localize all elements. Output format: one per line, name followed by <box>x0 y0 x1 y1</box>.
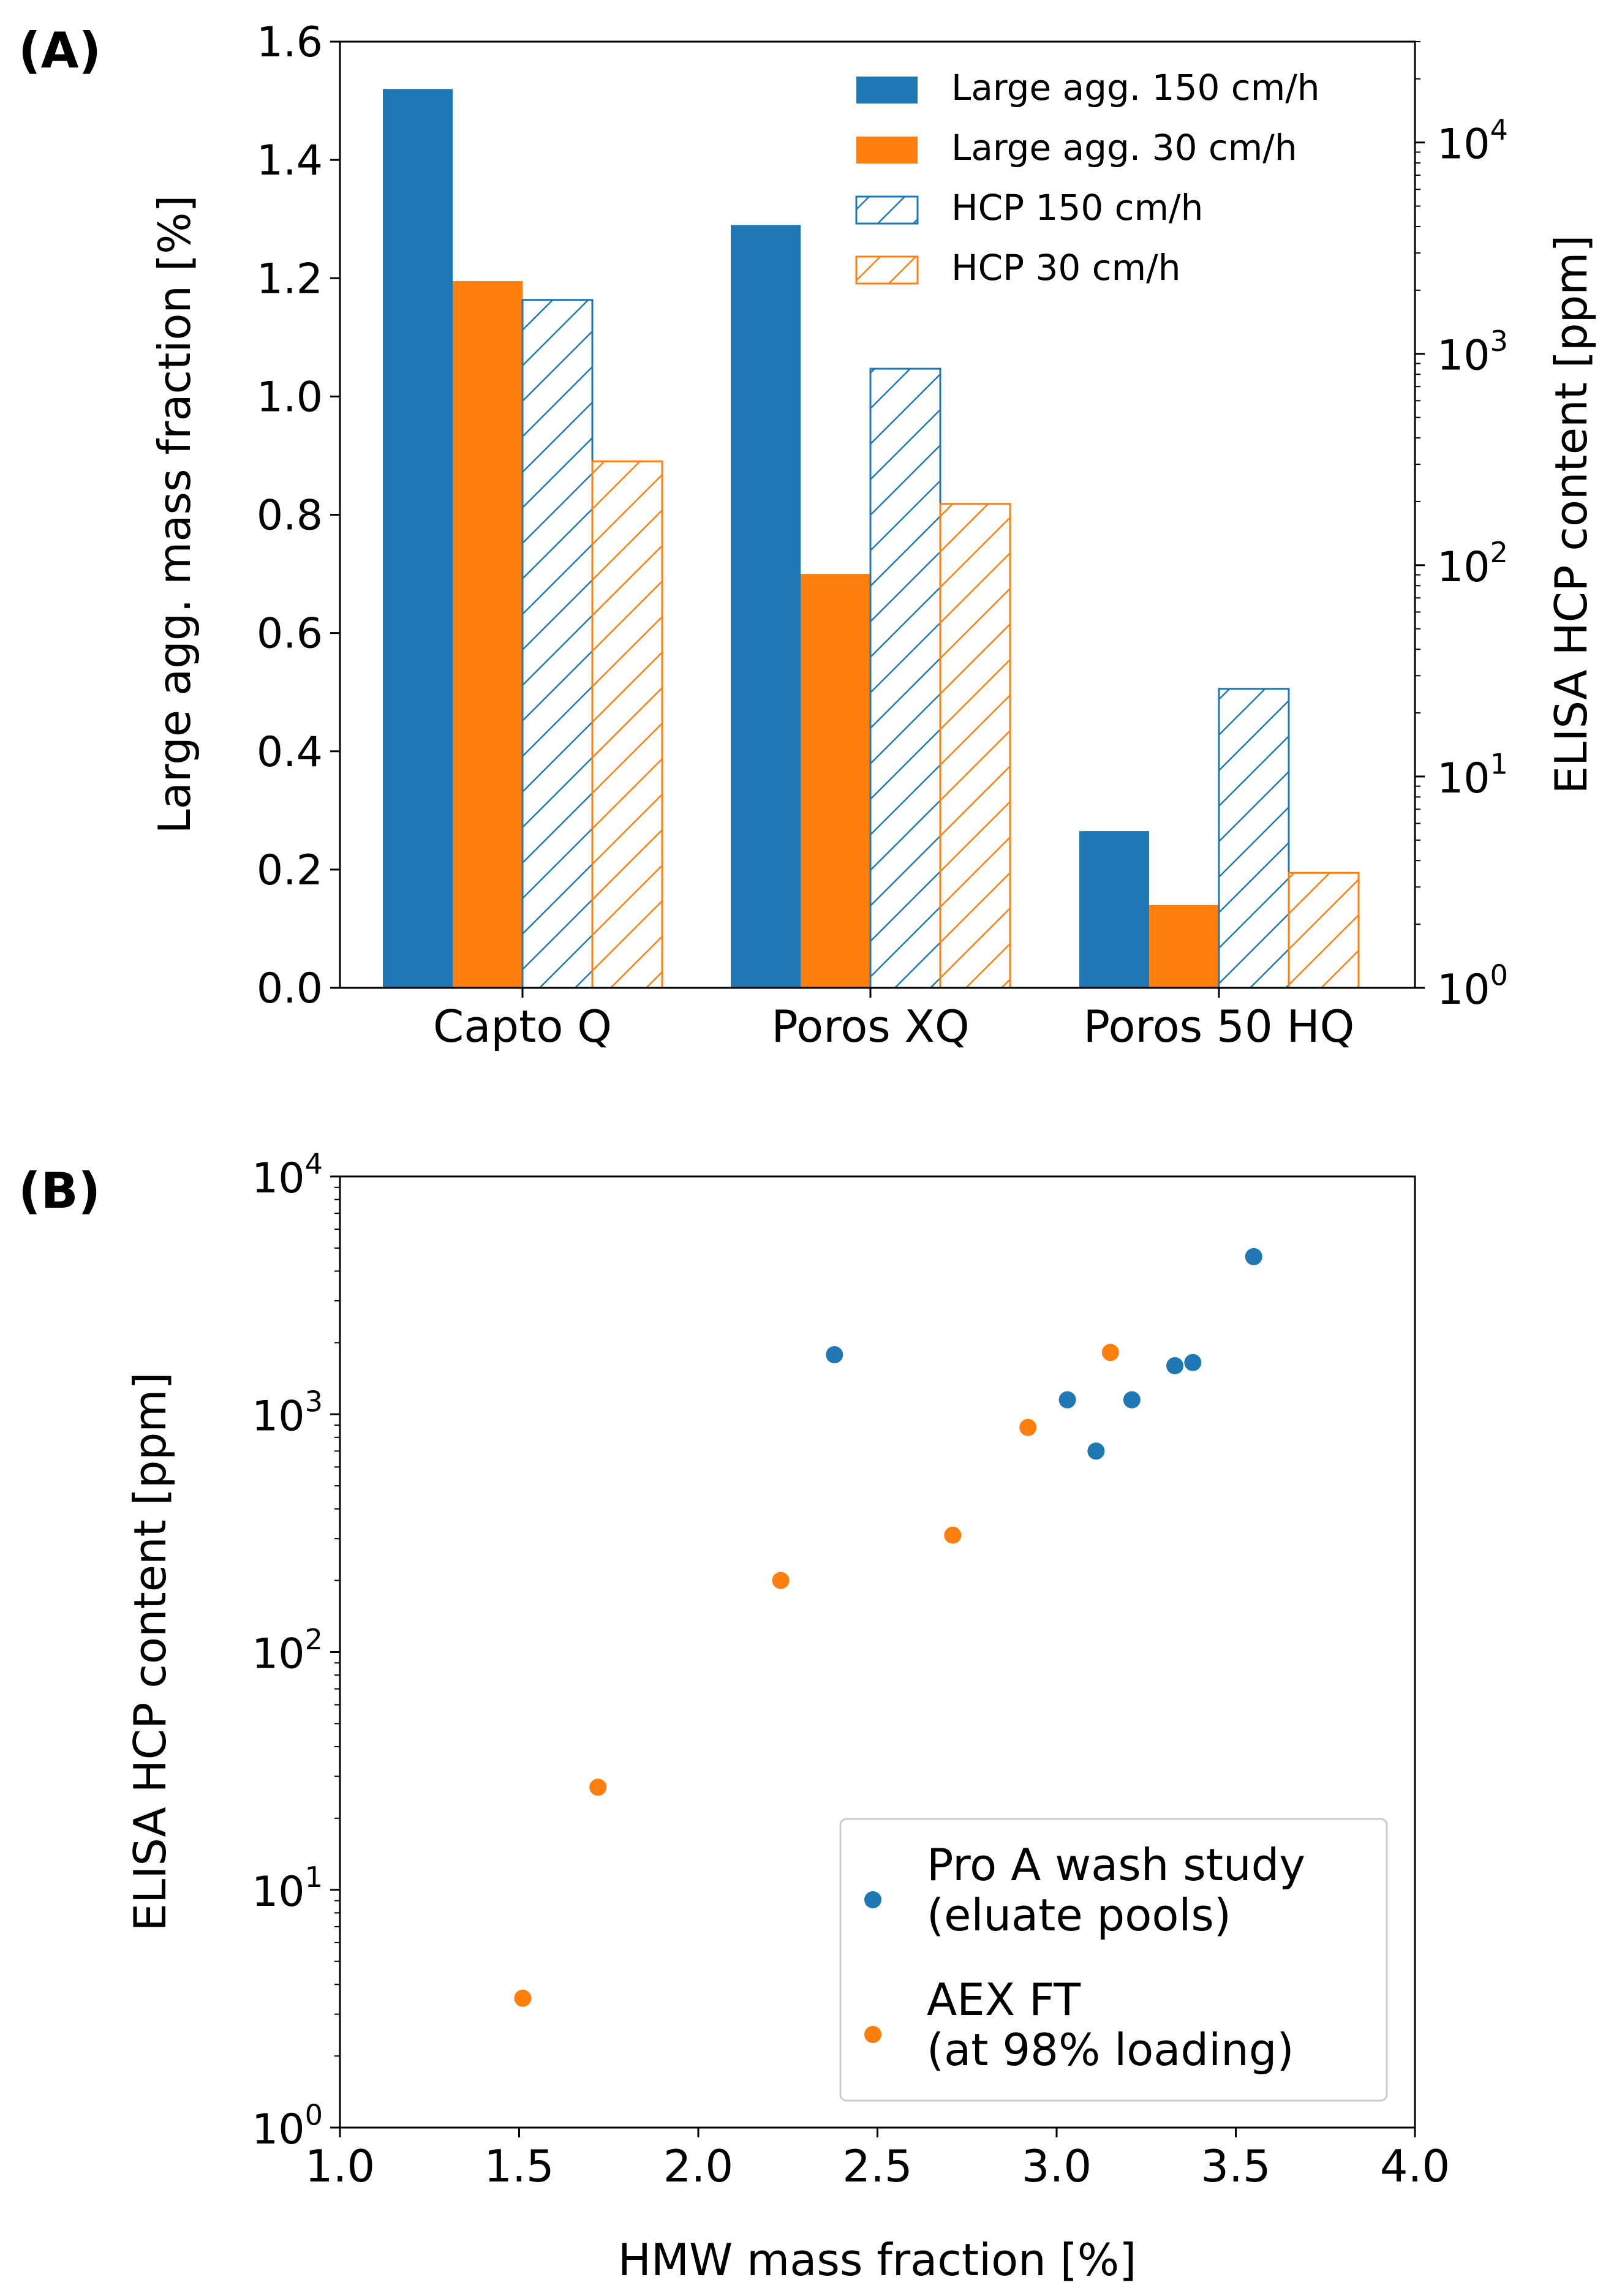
legend-swatch <box>856 137 918 164</box>
scatter-point <box>1184 1353 1202 1371</box>
y-tick-label: 1.4 <box>257 137 323 185</box>
bar <box>383 89 453 988</box>
y-tick-label: 1.2 <box>257 255 323 303</box>
y-tick-label: 102 <box>252 1623 323 1679</box>
bar <box>591 460 663 989</box>
bar <box>521 299 594 989</box>
scatter-point <box>1101 1344 1119 1361</box>
panel-b-y-axis: 100 101 102 103 104 <box>252 1147 340 2154</box>
legend-box <box>839 1818 1388 2102</box>
x-tick-label: Poros XQ <box>771 1001 969 1052</box>
scatter-point <box>514 1989 532 2007</box>
y-tick-label: 103 <box>252 1385 323 1441</box>
bar <box>1288 871 1360 989</box>
panel-b-ylabel: ELISA HCP content [ppm] <box>124 1372 176 1931</box>
bar <box>1149 905 1219 988</box>
y-tick-label: 0.4 <box>257 728 323 777</box>
y2-tick-label: 104 <box>1437 113 1508 169</box>
scatter-point <box>1166 1357 1184 1375</box>
y-tick-label: 104 <box>252 1147 323 1203</box>
bar <box>731 225 801 988</box>
x-tick-label: Capto Q <box>433 1001 612 1052</box>
y-tick-label: 1.6 <box>257 18 323 67</box>
legend-label: HCP 150 cm/h <box>951 187 1203 228</box>
y-tick-label: 0.0 <box>257 965 323 1013</box>
legend-label: HCP 30 cm/h <box>951 247 1180 288</box>
bar <box>1218 688 1290 989</box>
scatter-point <box>1019 1418 1037 1436</box>
y-tick-label: 0.8 <box>257 492 323 540</box>
y-tick-label: 0.2 <box>257 846 323 895</box>
scatter-point <box>1087 1442 1105 1460</box>
scatter-point <box>826 1346 843 1364</box>
x-tick-label: 3.5 <box>1201 2140 1271 2192</box>
panel-b-label: (B) <box>18 1162 100 1219</box>
legend-sublabel: (at 98% loading) <box>927 2024 1294 2076</box>
y2-tick-label: 103 <box>1437 325 1508 380</box>
legend-label: Pro A wash study <box>927 1839 1305 1891</box>
y-tick-label: 1.0 <box>257 373 323 421</box>
x-tick-label: 3.0 <box>1022 2140 1092 2192</box>
y2-tick-label: 100 <box>1437 958 1508 1014</box>
legend-swatch <box>856 77 918 104</box>
x-tick-label: 2.5 <box>842 2140 913 2192</box>
legend-swatch <box>855 195 919 225</box>
panel-a-right-axis: 100 101 102 103 104 <box>1415 41 1508 1014</box>
bar <box>453 281 522 988</box>
x-tick-label: 2.0 <box>663 2140 734 2192</box>
bar <box>801 574 870 988</box>
x-tick-label: 1.0 <box>305 2140 375 2192</box>
legend-marker <box>864 1891 881 1908</box>
legend-label: Large agg. 30 cm/h <box>951 127 1297 168</box>
panel-b-legend: Pro A wash study(eluate pools) AEX FT(at … <box>839 1818 1388 2102</box>
bar <box>1079 831 1149 988</box>
panel-a: (A) 0.00.20.40.60.81.01.21.41.6 10010110… <box>18 18 1597 1052</box>
scatter-point <box>772 1571 790 1589</box>
y2-tick-label: 101 <box>1437 747 1508 803</box>
scatter-point <box>1245 1248 1262 1265</box>
panel-b-points <box>514 1248 1262 2007</box>
panel-a-x-axis: Capto Q Poros XQ Poros 50 HQ <box>433 988 1354 1052</box>
x-tick-label: 1.5 <box>484 2140 554 2192</box>
y-tick-label: 100 <box>252 2098 323 2154</box>
panel-a-legend: Large agg. 150 cm/h Large agg. 30 cm/h HCP… <box>855 67 1320 288</box>
scatter-point <box>589 1778 607 1796</box>
y-tick-label: 101 <box>252 1861 323 1916</box>
panel-a-bars <box>383 89 1360 989</box>
legend-sublabel: (eluate pools) <box>927 1889 1231 1941</box>
scatter-point <box>944 1526 962 1544</box>
panel-b: (B) 100 101 102 103 104 1.0 1.5 2.0 2.5 3.0 3.5 4.… <box>18 1147 1450 2286</box>
scatter-point <box>1123 1391 1141 1409</box>
panel-a-y2label: ELISA HCP content [ppm] <box>1545 235 1597 794</box>
bar <box>939 503 1011 989</box>
panel-a-label: (A) <box>18 22 101 79</box>
scatter-point <box>1058 1391 1076 1409</box>
legend-swatch <box>855 255 919 285</box>
y-tick-label: 0.6 <box>257 610 323 658</box>
panel-b-x-axis: 1.0 1.5 2.0 2.5 3.0 3.5 4.0 <box>305 2128 1450 2192</box>
x-tick-label: 4.0 <box>1380 2140 1450 2192</box>
legend-marker <box>864 2026 881 2043</box>
y2-tick-label: 102 <box>1437 536 1508 592</box>
legend-label: Large agg. 150 cm/h <box>951 67 1320 108</box>
x-tick-label: Poros 50 HQ <box>1084 1001 1355 1052</box>
panel-a-ylabel: Large agg. mass fraction [%] <box>149 195 200 834</box>
panel-b-xlabel: HMW mass fraction [%] <box>618 2234 1137 2286</box>
panel-a-left-axis: 0.0 0.2 0.4 0.6 0.8 1.0 1.2 1.4 1.6 <box>257 18 340 1013</box>
legend-label: AEX FT <box>927 1974 1081 2025</box>
bar <box>869 367 941 989</box>
